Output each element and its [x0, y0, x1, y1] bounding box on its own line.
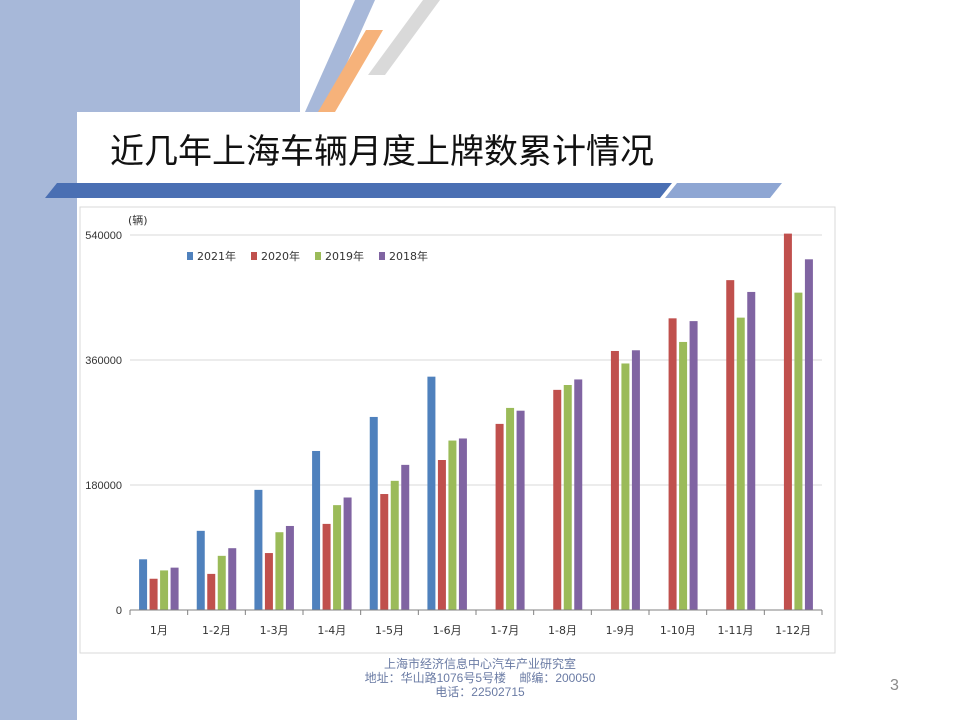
x-tick-label: 1-9月 — [606, 624, 635, 637]
bar-2019年-1-11月 — [736, 317, 745, 610]
legend: 2021年 2020年 2019年 2018年 — [187, 249, 428, 263]
legend-swatch — [315, 252, 321, 260]
bar-2018年-1-10月 — [689, 321, 698, 610]
legend-label: 2019年 — [325, 249, 364, 263]
bar-2021年-1-5月 — [369, 416, 378, 610]
page-title: 近几年上海车辆月度上牌数累计情况 — [110, 132, 654, 172]
bar-2020年-1-6月 — [437, 460, 446, 610]
x-tick-label: 1-10月 — [660, 624, 696, 637]
y-tick-label: 0 — [116, 605, 122, 617]
x-tick-label: 1-8月 — [548, 624, 577, 637]
legend-swatch — [379, 252, 385, 260]
y-tick-label: 540000 — [85, 230, 122, 242]
bar-2020年-1-3月 — [264, 553, 273, 610]
x-tick-label: 1-7月 — [490, 624, 519, 637]
bar-2021年-1-4月 — [312, 450, 321, 610]
bar-2019年-1-12月 — [794, 292, 803, 610]
bar-2018年-1-2月 — [228, 548, 237, 610]
title-underline-light — [665, 183, 782, 198]
bar-2021年-1-6月 — [427, 376, 436, 610]
bar-2020年-1-4月 — [322, 523, 331, 610]
y-tick-label: 180000 — [85, 480, 122, 492]
bar-2018年-1-11月 — [747, 291, 756, 610]
bar-2020年-1-5月 — [380, 494, 389, 610]
bar-2018年-1-5月 — [401, 464, 410, 610]
bar-2020年-1-12月 — [783, 233, 792, 610]
footer-info: 上海市经济信息中心汽车产业研究室 地址：华山路1076号5号楼 邮编：20005… — [330, 657, 630, 699]
bar-2020年-1月 — [149, 578, 158, 610]
bar-2019年-1-5月 — [390, 480, 399, 610]
bars — [139, 233, 813, 610]
bar-2020年-1-8月 — [553, 389, 562, 610]
bar-2020年-1-10月 — [668, 318, 677, 610]
footer-org: 上海市经济信息中心汽车产业研究室 — [383, 657, 576, 671]
bar-2018年-1-9月 — [631, 350, 640, 610]
title-underline-decor — [45, 183, 782, 198]
y-unit-label: (辆) — [128, 213, 148, 227]
title-panel — [77, 112, 960, 184]
bar-2019年-1-7月 — [506, 407, 515, 610]
legend-label: 2021年 — [197, 249, 236, 263]
legend-swatch — [187, 252, 193, 260]
bar-2021年-1-2月 — [196, 530, 205, 610]
bar-2020年-1-7月 — [495, 423, 504, 610]
x-tick-label: 1-6月 — [433, 624, 462, 637]
chart-frame — [79, 206, 836, 654]
bar-2019年-1-2月 — [217, 555, 226, 610]
bar-2019年-1-3月 — [275, 532, 284, 610]
x-tick-label: 1-2月 — [202, 624, 231, 637]
legend-label: 2020年 — [261, 249, 300, 263]
title-underline-dark — [45, 183, 672, 198]
bar-2018年-1-8月 — [574, 379, 583, 610]
bar-2019年-1-10月 — [679, 341, 688, 610]
x-tick-label: 1月 — [150, 624, 168, 637]
top-decor-band — [0, 0, 300, 112]
bar-2018年-1-6月 — [458, 438, 467, 610]
bar-2019年-1-4月 — [333, 505, 342, 610]
bar-2018年-1-3月 — [285, 525, 294, 610]
page-number: 3 — [890, 677, 899, 694]
left-decor-band — [0, 0, 77, 720]
axes: 0 180000 360000 540000 (辆) 1月 1-2月 1-3月 1-4月 1-5月… — [85, 213, 823, 637]
footer-address: 地址：华山路1076号5号楼 邮编：200050 — [364, 671, 596, 685]
legend-label: 2018年 — [389, 249, 428, 263]
blue-diagonal-stripe — [305, 0, 375, 112]
bar-2019年-1月 — [160, 570, 169, 610]
bar-2018年-1-7月 — [516, 410, 525, 610]
bar-2018年-1月 — [170, 567, 179, 610]
x-tick-label: 1-12月 — [775, 624, 811, 637]
bar-2020年-1-11月 — [726, 280, 735, 610]
bar-2018年-1-12月 — [804, 259, 813, 610]
x-tick-label: 1-4月 — [317, 624, 346, 637]
legend-swatch — [251, 252, 257, 260]
gray-diagonal-stripe — [368, 0, 440, 75]
bar-2019年-1-8月 — [563, 385, 572, 610]
footer-phone: 电话：22502715 — [435, 685, 525, 699]
y-tick-label: 360000 — [85, 355, 122, 367]
bar-2018年-1-4月 — [343, 497, 352, 610]
decorative-stripes — [305, 0, 440, 112]
bar-2021年-1月 — [139, 559, 148, 610]
orange-diagonal-stripe — [318, 30, 383, 112]
bar-2019年-1-6月 — [448, 440, 457, 610]
bar-2020年-1-9月 — [610, 350, 619, 610]
bar-2021年-1-3月 — [254, 489, 263, 610]
x-tick-label: 1-3月 — [260, 624, 289, 637]
x-tick-label: 1-5月 — [375, 624, 404, 637]
bar-2019年-1-9月 — [621, 363, 630, 610]
bar-2020年-1-2月 — [207, 573, 216, 610]
x-tick-label: 1-11月 — [718, 624, 754, 637]
